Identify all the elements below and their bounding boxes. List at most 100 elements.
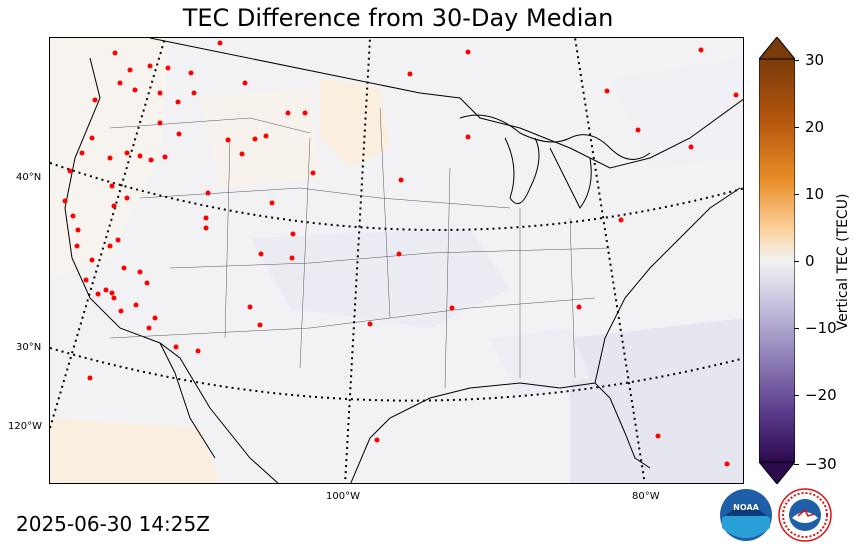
station-marker (70, 213, 76, 219)
station-marker (112, 50, 118, 56)
tec-map (49, 37, 744, 484)
station-marker (176, 131, 182, 137)
station-marker (83, 277, 89, 283)
station-marker (157, 120, 163, 126)
svg-text:NOAA: NOAA (733, 503, 759, 512)
station-marker (635, 127, 641, 133)
station-marker (203, 225, 209, 231)
station-marker (688, 144, 694, 150)
station-marker (203, 215, 209, 221)
station-marker (310, 170, 316, 176)
station-marker (576, 304, 582, 310)
station-marker (290, 231, 296, 237)
station-marker (132, 87, 138, 93)
station-marker (398, 177, 404, 183)
station-marker (115, 237, 121, 243)
station-marker (79, 150, 85, 156)
station-marker (188, 70, 194, 76)
station-marker (396, 251, 402, 257)
colorbar-tick: −20 (794, 386, 837, 404)
station-marker (89, 257, 95, 263)
station-marker (263, 133, 269, 139)
station-marker (604, 88, 610, 94)
station-marker (107, 243, 113, 249)
nws-logo (778, 488, 832, 542)
station-marker (258, 251, 264, 257)
station-marker (133, 302, 139, 308)
station-marker (698, 47, 704, 53)
station-marker (109, 290, 115, 296)
station-marker (257, 322, 263, 328)
station-marker (147, 63, 153, 69)
station-marker (724, 461, 730, 467)
station-marker (205, 190, 211, 196)
station-marker (162, 154, 168, 160)
station-marker (175, 99, 181, 105)
lon-label-120w: 120°W (8, 421, 42, 432)
station-marker (67, 168, 73, 174)
station-marker (111, 203, 117, 209)
lat-label-30n: 30°N (16, 342, 42, 353)
station-marker (87, 375, 93, 381)
station-marker (118, 308, 124, 314)
map-title: TEC Difference from 30-Day Median (182, 4, 614, 32)
station-marker (367, 321, 373, 327)
station-marker (374, 437, 380, 443)
station-marker (152, 315, 158, 321)
station-marker (302, 110, 308, 116)
station-marker (144, 280, 150, 286)
station-marker (285, 110, 291, 116)
station-marker (239, 151, 245, 157)
station-marker (107, 155, 113, 161)
station-marker (92, 97, 98, 103)
station-marker (127, 67, 133, 73)
colorbar-tick: 10 (793, 185, 824, 203)
station-marker (465, 134, 471, 140)
station-marker (95, 291, 101, 297)
station-marker (89, 135, 95, 141)
station-marker (252, 136, 258, 142)
colorbar (759, 37, 795, 484)
station-marker (124, 150, 130, 156)
colorbar-tick: 20 (793, 118, 824, 136)
colorbar-tick: 30 (793, 51, 824, 69)
station-marker (217, 40, 223, 46)
station-marker (618, 217, 624, 223)
station-marker (62, 198, 68, 204)
station-markers (62, 40, 739, 467)
station-marker (137, 269, 143, 275)
station-marker (157, 90, 163, 96)
station-marker (733, 92, 739, 98)
station-marker (191, 90, 197, 96)
station-marker (449, 305, 455, 311)
station-marker (195, 348, 201, 354)
lon-label-80w: 80°W (632, 491, 660, 502)
station-marker (121, 265, 127, 271)
station-marker (75, 227, 81, 233)
station-marker (465, 49, 471, 55)
timestamp: 2025-06-30 14:25Z (16, 512, 210, 536)
station-marker (111, 295, 117, 301)
station-marker (146, 325, 152, 331)
station-marker (117, 80, 123, 86)
station-marker (247, 304, 253, 310)
station-marker (289, 255, 295, 261)
station-marker (655, 433, 661, 439)
colorbar-tick: −30 (794, 455, 837, 473)
station-marker (148, 157, 154, 163)
station-marker (74, 243, 80, 249)
colorbar-tick: 0 (794, 252, 815, 270)
lat-label-40n: 40°N (16, 172, 42, 183)
station-marker (165, 65, 171, 71)
colorbar-tick: −10 (794, 319, 837, 337)
station-marker (109, 183, 115, 189)
station-marker (407, 71, 413, 77)
station-marker (269, 200, 275, 206)
station-marker (225, 137, 231, 143)
station-marker (137, 153, 143, 159)
colorbar-label: Vertical TEC (TECU) (835, 193, 851, 331)
station-marker (173, 344, 179, 350)
station-marker (103, 287, 109, 293)
station-marker (242, 80, 248, 86)
noaa-logo: NOAA (720, 489, 772, 541)
